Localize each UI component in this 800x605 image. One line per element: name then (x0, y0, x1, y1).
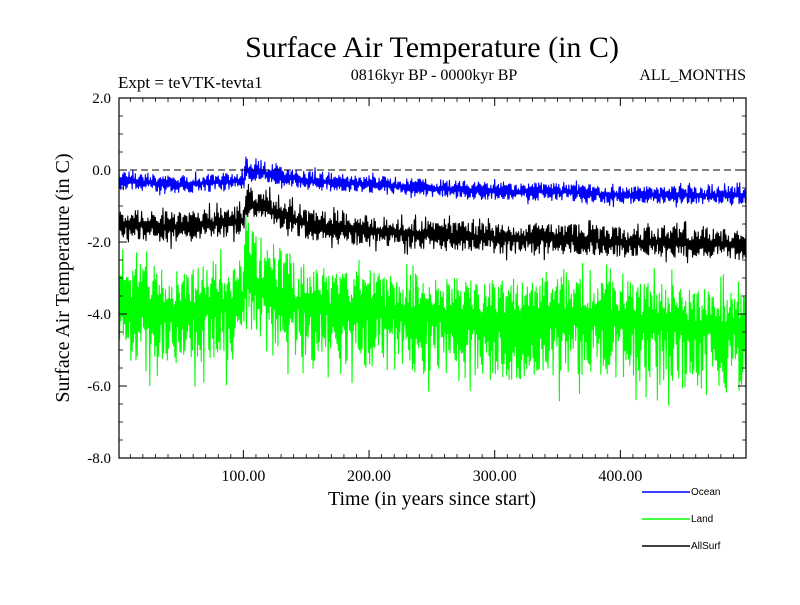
y-tick-label: -6.0 (87, 379, 111, 395)
legend-label-ocean: Ocean (691, 487, 720, 498)
experiment-label: Expt = teVTK-tevta1 (118, 73, 263, 92)
series-line-ocean (119, 156, 746, 208)
x-axis-label: Time (in years since start) (328, 488, 536, 510)
x-tick-label: 400.00 (598, 468, 642, 485)
legend-label-land: Land (691, 514, 713, 525)
tick-layer: 100.00 200.00 300.00 400.00 -8.0 -6.0 -4.0 -2.0… (87, 91, 746, 485)
months-label: ALL_MONTHS (639, 67, 746, 84)
y-tick-label: -4.0 (87, 307, 111, 323)
x-tick-label: 100.00 (221, 468, 265, 485)
chart-title: Surface Air Temperature (in C) (245, 31, 619, 64)
series-layer (119, 156, 746, 406)
legend: Ocean Land AllSurf (642, 487, 721, 552)
legend-item-land: Land (642, 514, 713, 525)
y-tick-label: -8.0 (87, 451, 111, 467)
series-line-land (119, 206, 746, 406)
y-tick-label: 2.0 (92, 91, 111, 107)
series-line-allsurf (119, 183, 746, 264)
legend-item-allsurf: AllSurf (642, 541, 721, 552)
x-tick-label: 200.00 (347, 468, 391, 485)
legend-label-allsurf: AllSurf (691, 541, 721, 552)
period-label: 0816kyr BP - 0000kyr BP (351, 67, 518, 84)
x-tick-label: 300.00 (473, 468, 517, 485)
legend-item-ocean: Ocean (642, 487, 720, 498)
y-tick-label: -2.0 (87, 235, 111, 251)
y-tick-label: 0.0 (92, 163, 111, 179)
y-axis-label: Surface Air Temperature (in C) (52, 153, 74, 402)
